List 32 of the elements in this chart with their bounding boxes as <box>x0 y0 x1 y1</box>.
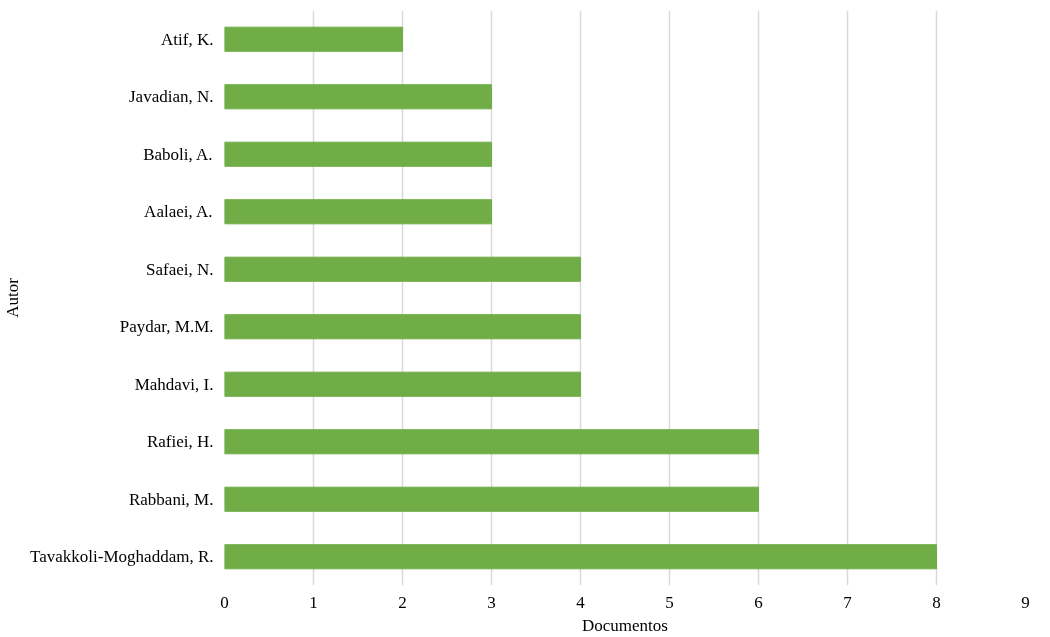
x-tick-label: 6 <box>754 592 763 612</box>
y-tick-label: Mahdavi, I. <box>134 374 214 394</box>
bar <box>224 199 492 225</box>
x-tick-label: 7 <box>843 592 853 612</box>
bar <box>224 141 492 167</box>
y-tick-label: Safaei, N. <box>146 259 214 279</box>
y-tick-label: Tavakkoli-Moghaddam, R. <box>30 547 214 567</box>
x-tick-label: 8 <box>932 592 941 612</box>
x-tick-label: 1 <box>309 592 318 612</box>
x-tick-label: 9 <box>1021 592 1030 612</box>
bar <box>224 486 759 512</box>
y-tick-label: Rafiei, H. <box>146 432 214 452</box>
x-tick-label: 5 <box>665 592 674 612</box>
x-tick-label: 0 <box>220 592 229 612</box>
y-tick-label: Baboli, A. <box>143 144 213 164</box>
y-tick-label: Javadian, N. <box>129 87 214 107</box>
y-axis-title: Autor <box>3 277 23 318</box>
bar <box>224 26 403 52</box>
y-tick-label: Atif, K. <box>161 29 214 49</box>
x-axis-title: Documentos <box>582 615 668 635</box>
bar <box>224 544 937 570</box>
bar <box>224 256 581 282</box>
y-tick-label: Paydar, M.M. <box>119 317 214 337</box>
y-tick-label: Aalaei, A. <box>144 202 213 222</box>
x-tick-label: 2 <box>398 592 407 612</box>
bar <box>224 84 492 110</box>
bar <box>224 429 759 455</box>
y-tick-label: Rabbani, M. <box>128 489 214 509</box>
x-tick-label: 3 <box>487 592 496 612</box>
x-tick-label: 4 <box>576 592 586 612</box>
bar <box>224 314 581 340</box>
bar <box>224 371 581 397</box>
